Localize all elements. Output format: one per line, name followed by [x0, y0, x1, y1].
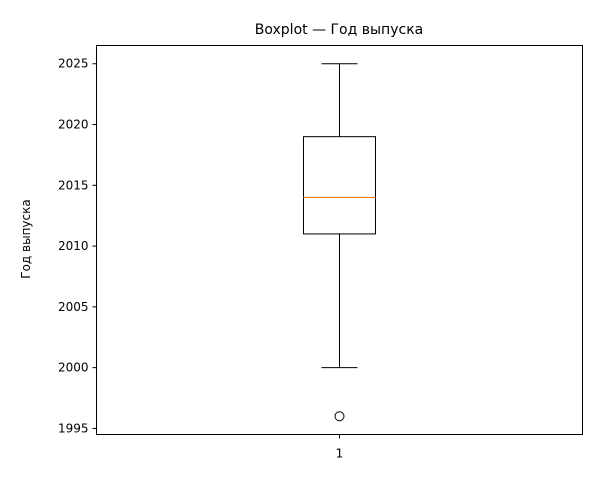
- y-tick-label: 2005: [58, 300, 89, 314]
- y-tick-label: 2000: [58, 361, 89, 375]
- y-tick-label: 1995: [58, 421, 89, 435]
- y-tick-label: 2025: [58, 57, 89, 71]
- y-axis: 1995 2000 2005 2010 2015 2020 2025: [58, 57, 97, 435]
- y-tick-label: 2010: [58, 239, 89, 253]
- chart-title: Boxplot — Год выпуска: [255, 22, 423, 38]
- x-axis: 1: [336, 434, 344, 461]
- y-tick-label: 2015: [58, 178, 89, 192]
- y-tick-label: 2020: [58, 118, 89, 132]
- box-series: [303, 63, 376, 422]
- outlier-point: [334, 411, 345, 422]
- interquartile-box: [303, 136, 376, 235]
- y-axis-label: Год выпуска: [19, 199, 33, 278]
- x-tick-label: 1: [336, 447, 344, 461]
